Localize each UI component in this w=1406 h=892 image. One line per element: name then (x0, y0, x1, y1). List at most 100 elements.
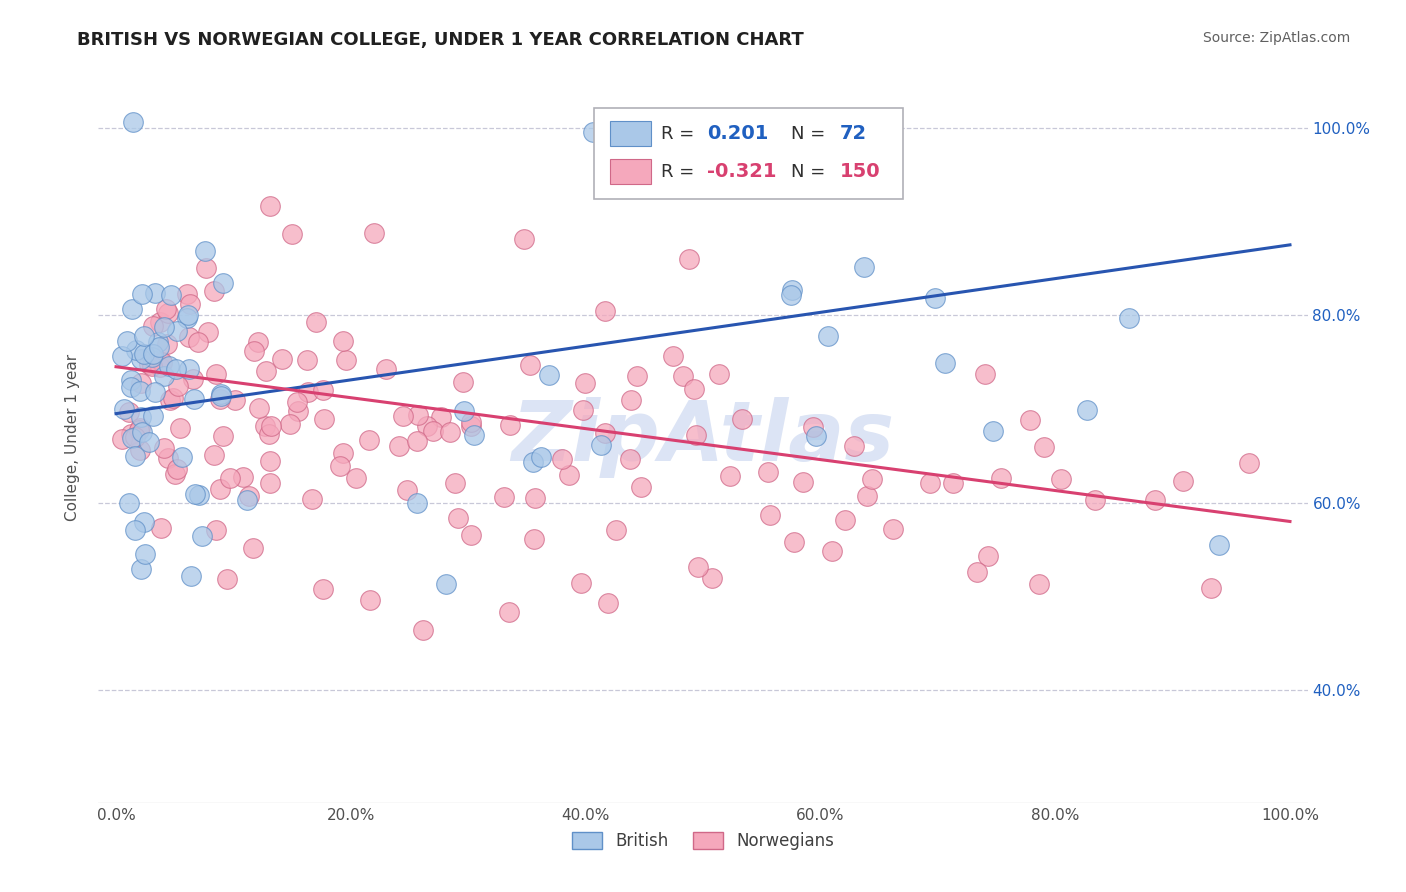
Point (280, 417, 302, 432)
Point (254, 364, 277, 378)
Point (589, 437, 612, 451)
Point (434, 577, 457, 591)
Point (1084, 493, 1107, 508)
Point (150, 356, 173, 370)
FancyBboxPatch shape (595, 108, 903, 200)
Point (422, 424, 444, 438)
Point (363, 227, 385, 241)
Point (430, 410, 453, 425)
Point (150, 354, 173, 368)
Point (498, 418, 520, 433)
Point (118, 496, 141, 510)
Point (205, 523, 228, 537)
Point (405, 434, 427, 449)
Point (685, 427, 707, 442)
Point (569, 575, 592, 590)
Point (152, 368, 174, 383)
Point (388, 439, 411, 453)
Point (112, 401, 135, 416)
Point (111, 432, 134, 446)
Point (332, 446, 354, 460)
Point (596, 596, 619, 610)
Point (170, 450, 193, 465)
Point (166, 462, 188, 476)
Point (817, 329, 839, 343)
Point (357, 433, 380, 447)
Point (129, 442, 152, 457)
Point (329, 459, 352, 474)
Point (209, 389, 232, 403)
Point (148, 340, 170, 354)
FancyBboxPatch shape (610, 121, 651, 146)
Point (128, 423, 150, 437)
Point (165, 361, 187, 376)
Point (285, 394, 308, 409)
Point (974, 368, 997, 382)
Point (271, 351, 294, 366)
Point (179, 362, 201, 376)
Point (157, 359, 180, 373)
Point (1033, 440, 1056, 454)
Point (238, 489, 260, 503)
Point (243, 344, 266, 359)
Point (572, 403, 595, 417)
Point (619, 393, 641, 408)
Point (138, 434, 160, 449)
Point (163, 467, 186, 481)
Point (779, 288, 801, 302)
Point (731, 411, 754, 425)
Point (236, 493, 259, 508)
Point (125, 343, 148, 357)
Point (217, 572, 239, 586)
Point (111, 349, 134, 363)
Point (966, 565, 988, 579)
Point (792, 475, 814, 490)
Point (759, 508, 782, 523)
Point (844, 439, 866, 453)
Point (821, 543, 844, 558)
Point (134, 515, 156, 529)
Point (138, 357, 160, 371)
Point (834, 513, 856, 527)
Point (169, 421, 191, 435)
Point (981, 424, 1004, 438)
Point (131, 409, 153, 424)
Point (312, 383, 335, 397)
Point (405, 496, 427, 510)
Point (460, 419, 482, 434)
Point (257, 426, 280, 441)
Point (159, 392, 181, 407)
Point (197, 325, 219, 339)
Point (259, 475, 281, 490)
Point (523, 532, 546, 546)
Point (375, 361, 398, 376)
Point (132, 347, 155, 361)
Point (202, 448, 225, 462)
Point (782, 534, 804, 549)
Point (142, 347, 165, 361)
Point (149, 315, 172, 329)
Point (260, 418, 283, 433)
Point (259, 453, 281, 467)
Point (460, 415, 482, 429)
Point (118, 405, 141, 419)
Point (153, 320, 176, 334)
Point (513, 232, 536, 246)
Point (1199, 582, 1222, 596)
Point (530, 450, 553, 464)
Point (630, 480, 652, 494)
Point (412, 623, 434, 637)
Point (141, 350, 163, 364)
Point (682, 382, 704, 396)
Text: R =: R = (661, 125, 700, 143)
Point (177, 330, 200, 344)
Point (756, 465, 779, 479)
Point (124, 430, 146, 444)
Point (179, 297, 201, 311)
Point (359, 593, 381, 607)
Point (391, 409, 413, 423)
Point (155, 302, 177, 317)
Point (134, 0, 156, 9)
Point (115, 334, 138, 348)
Point (120, 426, 142, 441)
